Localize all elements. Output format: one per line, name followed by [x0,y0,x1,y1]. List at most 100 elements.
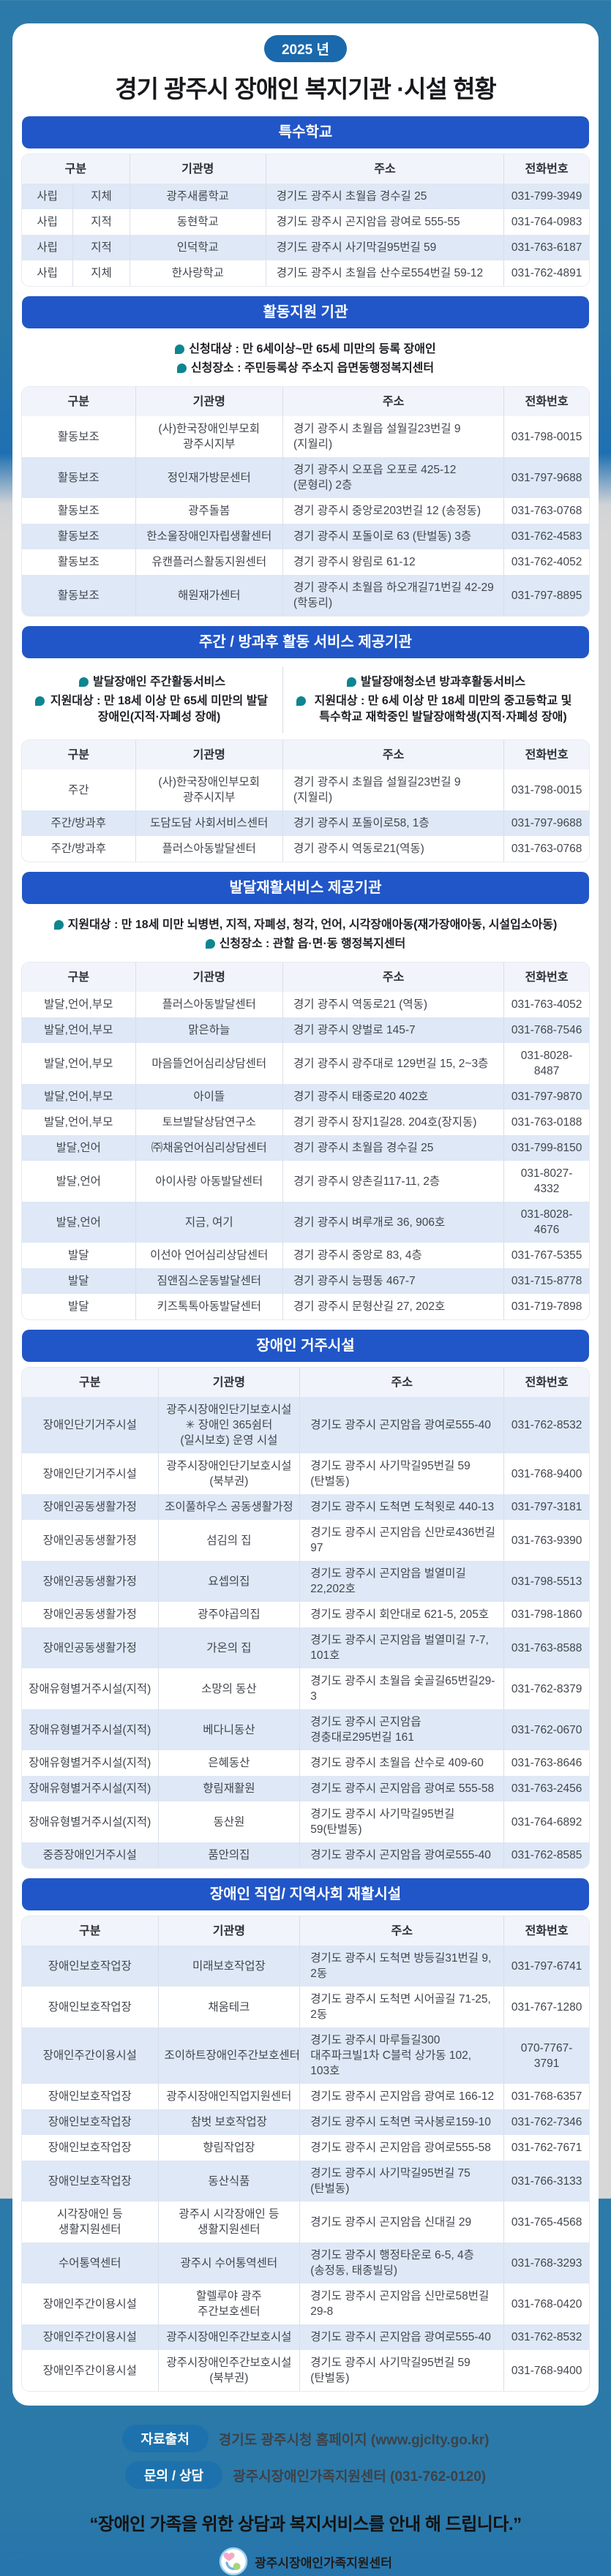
cell-phone: 031-798-5513 [503,1561,589,1602]
data-table-vocational: 구분 기관명 주소 전화번호 장애인보호작업장 미래보호작업장 경기도 광주시 도척면 방등… [22,1916,589,2391]
cell-address: 경기 광주시 초월읍 설월길23번길 9 (지월리) [282,416,504,457]
cell-category: 장애인주간이용시설 [22,2027,158,2084]
cell-address: 경기도 광주시 도척면 방등길31번길 9, 2동 [299,1946,504,1986]
cell-category: 장애유형별거주시설(지적) [22,1709,158,1750]
table-row: 발달 키즈톡톡아동발달센터 경기 광주시 문형산길 27, 202호 031-719-… [22,1294,589,1319]
cell-category: 발달 [67,1300,89,1313]
cell-address: 경기 광주시 왕림로 61-12 [282,549,504,575]
cell-phone: 031-763-0768 [503,836,589,862]
footer: 자료출처 경기도 광주시청 홈페이지 (www.gjclty.go.kr) 문의… [0,2406,611,2576]
column-header: 주소 [282,387,504,416]
cell-category: 발달,언어,부모 [44,998,113,1011]
table-row: 주간 (사)한국장애인부모회 광주시지부 경기 광주시 초월읍 설월길23번길 9 … [22,769,589,810]
table-row: 활동보조 한소울장애인자립생활센터 경기 광주시 포돌이로 63 (탄벌동) 3층 0… [22,524,589,549]
source-text: 경기도 광주시청 홈페이지 (www.gjclty.go.kr) [218,2432,490,2448]
table-row: 장애유형별거주시설(지적) 소망의 동산 경기도 광주시 초월읍 숯골길65번길29… [22,1668,589,1709]
cell-name: 플러스아동발달센터 [135,836,283,862]
cell-address: 경기 광주시 능평동 467-7 [282,1268,504,1294]
table-row: 장애인주간이용시설 조이하트장애인주간보호센터 경기도 광주시 마루들길300 대주… [22,2027,589,2084]
cell-category: 장애유형별거주시설(지적) [29,1757,151,1769]
table: 구분 기관명 주소 전화번호 발달,언어,부모 플러스아동발달센터 경기 광주시 역동로21… [22,963,589,1319]
note-text: 발달장애인 주간활동서비스 [92,676,226,688]
column-header: 주소 [282,963,504,992]
cell-address: 경기도 광주시 초월읍 산수로554번길 59-12 [265,260,504,286]
cell-name: 광주시장애인단기보호시설 (북부권) [157,1453,300,1494]
cell-address: 경기도 광주시 사기막길95번길 59 [265,235,504,260]
note-line: 신청대상 : 만 6세이상~만 65세 미만의 등록 장애인 [31,342,580,358]
note-text: 신청장소 : 주민등록상 주소지 읍면동행정복지센터 [190,362,435,374]
cell-address: 경기도 광주시 곤지암읍 광여로 555-55 [265,209,504,235]
cell-phone: 031-768-9400 [503,1453,589,1494]
cell-name: 한사랑학교 [129,260,266,286]
cell-category: 사립 [22,184,73,209]
cell-phone: 031-762-8532 [503,2324,589,2350]
cell-name: 한소울장애인자립생활센터 [135,524,283,549]
cell-address: 경기 광주시 포돌이로 63 (탄벌동) 3층 [282,524,504,549]
cell-phone: 031-767-1280 [503,1986,589,2027]
cell-category: 장애인주간이용시설 [42,2364,137,2377]
table-row: 활동보조 광주돌봄 경기 광주시 중앙로203번길 12 (송정동) 031-763-… [22,498,589,524]
cell-phone: 031-798-1860 [503,1602,589,1627]
cell-address: 경기 광주시 역동로21 (역동) [282,992,504,1017]
table-row: 활동보조 해원재가센터 경기 광주시 초월읍 하오개길71번길 42-29 (학동리… [22,575,589,616]
contact-badge: 문의 / 상담 [124,2461,223,2489]
cell-name: 향림작업장 [157,2135,300,2161]
cell-phone: 031-799-3949 [503,184,589,209]
cell-phone: 031-799-8150 [503,1135,589,1161]
cell-address: 경기도 광주시 곤지암읍 광여로 555-58 [299,1776,504,1801]
cell-name: 도담도담 사회서비스센터 [135,810,283,836]
table-row: 장애유형별거주시설(지적) 향림재활원 경기도 광주시 곤지암읍 광여로 555-5… [22,1776,589,1801]
table-row: 장애인보호작업장 참벗 보호작업장 경기도 광주시 도척면 국사봉로159-10 03… [22,2109,589,2135]
cell-name: 광주시장애인주간보호시설 [157,2324,300,2350]
cell-category: 장애유형별거주시설(지적) [22,1776,158,1801]
table-row: 발달,언어,부모 맑은하늘 경기 광주시 양벌로 145-7 031-768-7546 [22,1017,589,1043]
cell-address: 경기 광주시 광주대로 129번길 15, 2~3층 [282,1043,504,1084]
cell-name: 은혜동산 [157,1750,300,1776]
cell-subcategory: 지적 [72,235,130,260]
cell-category: 장애인주간이용시설 [42,2297,137,2311]
cell-name: 소망의 동산 [157,1668,300,1709]
cell-name: 조이하트장애인주간보호센터 [157,2027,300,2084]
cell-address: 경기 광주시 초월읍 하오개길71번길 42-29 (학동리) [282,575,504,616]
data-table-day-afterschool: 구분 기관명 주소 전화번호 주간 (사)한국장애인부모회 광주시지부 경기 광주시 초월읍… [22,740,589,862]
cell-phone: 031-763-4052 [503,992,589,1017]
table-row: 발달,언어 ㈜채움언어심리상담센터 경기 광주시 초월읍 경수길 25 031-799… [22,1135,589,1161]
note-text: 신청대상 : 만 6세이상~만 65세 미만의 등록 장애인 [189,343,436,355]
column-header: 전화번호 [503,1368,589,1397]
speech-bubble-icon [35,696,45,706]
column-header: 전화번호 [503,1916,589,1946]
table-row: 장애유형별거주시설(지적) 동산원 경기도 광주시 사기막길95번길 59(탄벌동)… [22,1801,589,1842]
cell-name: ㈜채움언어심리상담센터 [135,1135,283,1161]
cell-address: 경기도 광주시 곤지암읍 신대길 29 [299,2202,504,2242]
cell-address: 경기 광주시 장지1길28. 204호(장지동) [282,1110,504,1135]
column-header: 기관명 [135,963,283,992]
table-row: 활동보조 유캔플러스활동지원센터 경기 광주시 왕림로 61-12 031-762-4… [22,549,589,575]
cell-phone: 031-762-4052 [503,549,589,575]
column-header: 기관명 [129,154,266,184]
cell-name: 토브발달상담연구소 [135,1110,283,1135]
column-header: 기관명 [157,1368,300,1397]
table-body: 장애인보호작업장 미래보호작업장 경기도 광주시 도척면 방등길31번길 9, 2동… [22,1946,589,2391]
column-header: 주소 [299,1916,504,1946]
cell-subcategory: 지체 [72,260,130,286]
sections-container: 특수학교 구분 기관명 주소 전화번호 사립 지체 광주새롬학교 경기도 광주시 초월읍 경수길… [22,116,589,2391]
column-header: 전화번호 [503,740,589,769]
table-row: 활동보조 정인재가방문센터 경기 광주시 오포읍 오포로 425-12 (문형리) … [22,457,589,498]
table-header-row: 구분 기관명 주소 전화번호 [22,1368,589,1397]
cell-address: 경기도 광주시 마루들길300 대주파크빌1차 C블럭 상가동 102, 103… [299,2027,504,2084]
cell-address: 경기 광주시 양벌로 145-7 [282,1017,504,1043]
table-row: 발달,언어,부모 아이뜰 경기 광주시 태중로20 402호 031-797-9870 [22,1084,589,1110]
cell-address: 경기도 광주시 곤지암읍 신만로436번길 97 [299,1520,504,1561]
cell-phone: 031-762-8379 [503,1668,589,1709]
cell-category: 활동보조 [22,575,135,616]
cell-address: 경기 광주시 초월읍 설월길23번길 9 (지월리) [282,769,504,810]
table-row: 장애인공동생활가정 조이풀하우스 공동생활가정 경기도 광주시 도척면 도척윗로 4… [22,1494,589,1520]
cell-name: 조이풀하우스 공동생활가정 [157,1494,300,1520]
table-head: 구분 기관명 주소 전화번호 [22,387,589,416]
cell-category: 수어통역센터 [22,2242,158,2283]
cell-name: 동현학교 [129,209,266,235]
table-row: 장애인단기거주시설 광주시장애인단기보호시설 (북부권) 경기도 광주시 사기막길9… [22,1453,589,1494]
speech-bubble-icon [205,939,215,949]
cell-address: 경기도 광주시 도척면 시어골길 71-25, 2동 [299,1986,504,2027]
note-text: 지원대상 : 만 18세 미만 뇌병변, 지적, 자폐성, 청각, 언어, 시각… [67,919,558,931]
